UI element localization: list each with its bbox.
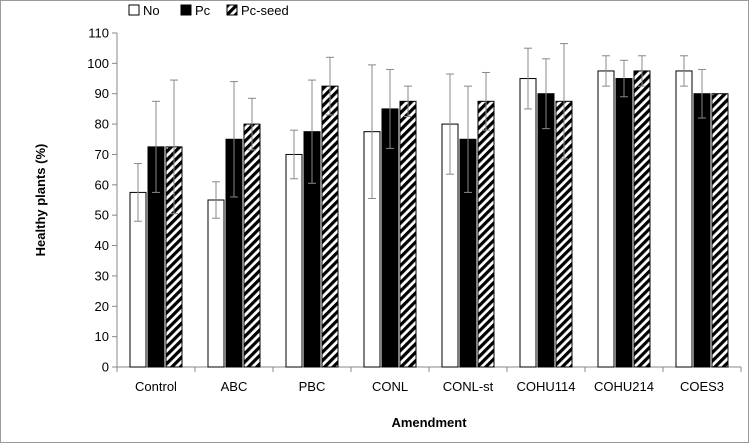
bar-no-abc [207, 199, 225, 368]
bar-pc-seed-abc [243, 123, 261, 368]
error-bar [230, 81, 238, 198]
x-tick-label: PBC [299, 379, 326, 394]
y-tick-label: 60 [95, 177, 109, 192]
x-tick-label: CONL [372, 379, 408, 394]
x-tick-label: COHU114 [516, 379, 575, 394]
y-tick-label: 30 [95, 268, 109, 283]
y-axis-title: Healthy plants (%) [33, 144, 48, 257]
legend-label: Pc [195, 3, 211, 18]
bar-no-cohu114 [519, 78, 537, 368]
legend-swatch [128, 4, 140, 16]
legend-swatch [180, 4, 192, 16]
x-tick-label: CONL-st [443, 379, 494, 394]
axes: 0 10 20 30 40 50 60 70 80 90 100 110 Control ABC PBC CO… [87, 26, 742, 394]
legend-label: No [143, 3, 160, 18]
bar-pc-seed-conl [399, 100, 417, 368]
legend-label: Pc-seed [241, 3, 289, 18]
error-bar [308, 79, 316, 184]
bars [129, 70, 729, 368]
error-bar [542, 58, 550, 130]
y-tick-label: 20 [95, 299, 109, 314]
x-tick-label: COES3 [680, 379, 724, 394]
bar-no-cohu214 [597, 70, 615, 368]
y-tick-label: 0 [102, 360, 109, 375]
legend-item-pc: Pc [180, 3, 211, 18]
y-tick-label: 100 [87, 56, 109, 71]
error-bar [638, 55, 646, 87]
error-bar [368, 64, 376, 199]
bar-pc-cohu114 [537, 93, 555, 368]
y-tick-label: 10 [95, 329, 109, 344]
legend-item-pc-seed: Pc-seed [226, 3, 289, 18]
error-bar [698, 68, 706, 119]
bar-pc-coes3 [693, 93, 711, 368]
x-axis-title: Amendment [391, 415, 467, 430]
error-bar [524, 47, 532, 110]
y-tick-label: 70 [95, 147, 109, 162]
bar-pc-seed-conl-st [477, 100, 495, 368]
error-bar [170, 79, 178, 215]
bar-no-coes3 [675, 70, 693, 368]
error-bar [602, 55, 610, 87]
x-tick-label: COHU214 [594, 379, 654, 394]
legend-swatch [226, 4, 238, 16]
bar-pc-seed-cohu214 [633, 70, 651, 368]
bar-pc-cohu214 [615, 78, 633, 368]
legend-item-no: No [128, 3, 160, 18]
x-tick-label: ABC [221, 379, 248, 394]
error-bar [326, 56, 334, 116]
error-bar [560, 43, 568, 160]
y-tick-label: 50 [95, 208, 109, 223]
error-bar [134, 163, 142, 222]
error-bar [404, 85, 412, 117]
y-tick-label: 90 [95, 86, 109, 101]
error-bar [620, 59, 628, 98]
error-bar [248, 97, 256, 151]
y-tick-label: 40 [95, 238, 109, 253]
legend: No Pc Pc-seed [128, 3, 289, 18]
error-bar [446, 73, 454, 175]
y-tick-label: 80 [95, 117, 109, 132]
error-bars [134, 43, 706, 222]
error-bar [386, 68, 394, 149]
y-tick-label: 110 [88, 26, 109, 41]
bar-pc-seed-coes3 [711, 93, 729, 368]
error-bar [482, 71, 490, 131]
error-bar [464, 85, 472, 193]
bar-no-pbc [285, 153, 303, 368]
x-tick-label: Control [135, 379, 177, 394]
error-bar [152, 100, 160, 193]
bar-pc-seed-pbc [321, 85, 339, 368]
error-bar [290, 129, 298, 180]
error-bar [212, 181, 220, 219]
error-bar [680, 55, 688, 87]
